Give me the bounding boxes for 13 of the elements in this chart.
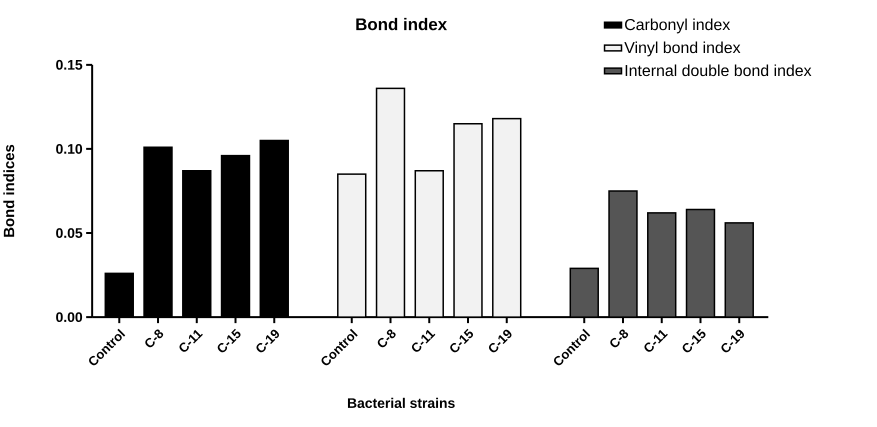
- legend-label: Carbonyl index: [625, 18, 730, 34]
- x-tick-label: C-8: [145, 330, 164, 348]
- x-tick-label: C-8: [610, 330, 628, 348]
- y-axis-title: Bond indices: [3, 144, 14, 237]
- y-tick-label: 0.15: [56, 60, 82, 70]
- chart-title: Bond index: [356, 18, 447, 30]
- y-tick-label: 0.10: [56, 144, 82, 154]
- x-tick-label: C-8: [378, 330, 396, 348]
- x-axis-title: Bacterial strains: [348, 398, 455, 408]
- legend-label: Internal double bond index: [626, 64, 812, 76]
- y-tick-label: 0.05: [56, 228, 82, 238]
- legend-label: Vinyl bond index: [624, 42, 740, 56]
- y-tick-label: 0.00: [56, 312, 82, 322]
